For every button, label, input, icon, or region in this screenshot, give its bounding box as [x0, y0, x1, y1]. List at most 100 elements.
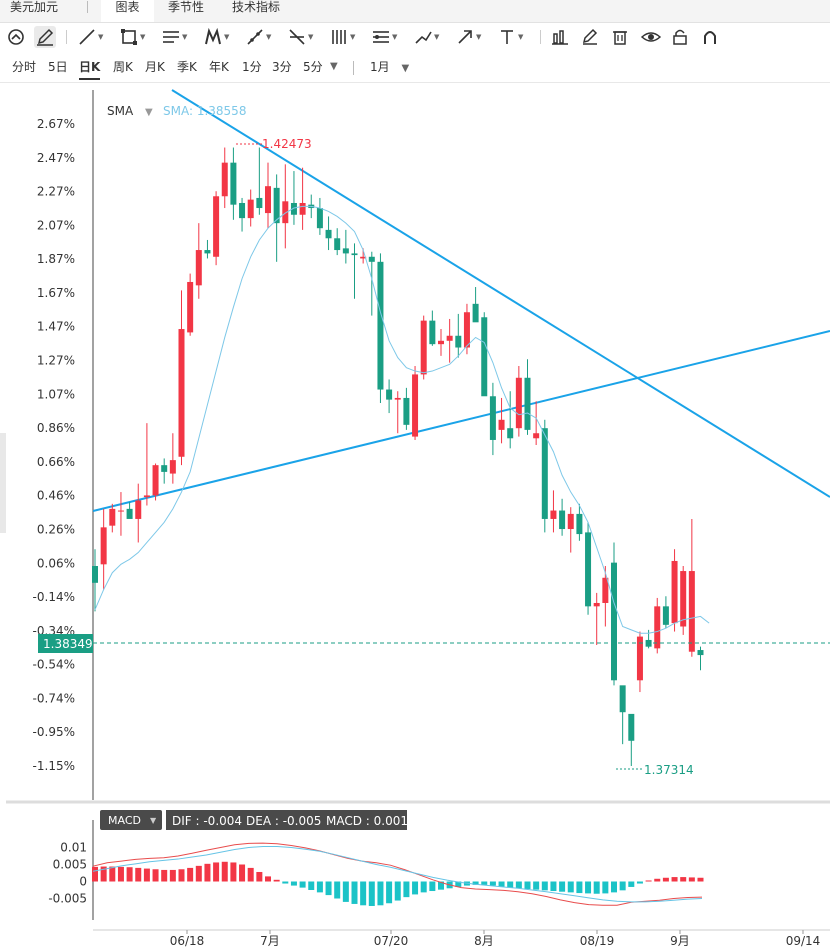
candle-body: [472, 303, 479, 323]
chevron-down-icon: ▼: [308, 33, 314, 41]
candle: [117, 492, 124, 536]
arrow-tool[interactable]: ▼: [456, 26, 481, 48]
candle: [472, 287, 479, 323]
macd-y-axis-labels: 0.01 0.005 0 -0.005: [48, 841, 87, 906]
candle: [342, 229, 349, 264]
y-tick-label: 0.86%: [37, 421, 75, 435]
macd-bar: [515, 881, 522, 889]
candle: [654, 597, 661, 654]
candle-body: [567, 513, 574, 530]
fib-tool[interactable]: ▼: [330, 26, 355, 48]
macd-bar: [394, 881, 401, 901]
candle: [126, 502, 133, 519]
measure-tool[interactable]: ▼: [246, 26, 271, 48]
period-5day[interactable]: 5日: [48, 60, 68, 74]
lock-tool[interactable]: [671, 26, 689, 48]
sma-dropdown-icon[interactable]: ▼: [145, 107, 153, 118]
cross-line-tool[interactable]: ▼: [288, 26, 313, 48]
period-1min[interactable]: 1分: [242, 60, 262, 74]
sma-name[interactable]: SMA: [107, 104, 134, 118]
period-daily[interactable]: 日K: [79, 58, 101, 80]
macd-bar: [351, 881, 358, 904]
macd-bar: [619, 881, 626, 891]
indicator-tool[interactable]: [551, 26, 569, 48]
macd-bar: [420, 881, 427, 893]
candle: [256, 147, 263, 215]
macd-bar: [481, 881, 488, 885]
toolbar-divider: [66, 30, 67, 44]
line-tool[interactable]: ▼: [78, 26, 103, 48]
candle-body: [585, 532, 592, 607]
candle: [619, 685, 626, 745]
candle-body: [541, 428, 548, 519]
macd-bar: [593, 881, 600, 894]
channel-tool[interactable]: ▼: [162, 26, 187, 48]
macd-bar: [455, 881, 462, 887]
edit-icon: [582, 28, 598, 45]
visibility-tool[interactable]: [641, 26, 661, 48]
period-intraday[interactable]: 分时: [12, 60, 37, 74]
candle-body: [360, 256, 367, 259]
min-marker-label: 1.37314: [644, 763, 694, 777]
candle-body: [507, 428, 514, 439]
macd-bar: [585, 881, 592, 894]
sidebar-collapse-handle[interactable]: [0, 433, 6, 533]
period-5min[interactable]: 5分: [303, 60, 323, 74]
candle-body: [377, 261, 384, 390]
range-selector[interactable]: 1月 ▼: [370, 58, 409, 78]
candle-body: [533, 433, 540, 439]
candle: [247, 189, 254, 227]
pattern-icon: [205, 28, 221, 45]
max-marker-label: 1.42473: [262, 137, 312, 151]
candle-body: [438, 340, 444, 345]
candle: [593, 592, 600, 645]
macd-dropdown-icon: ▼: [150, 816, 157, 825]
chevron-down-icon: ▼: [392, 33, 398, 41]
candle: [273, 174, 280, 262]
current-price-label: 1.38349: [43, 637, 93, 651]
brush-tool[interactable]: ▼: [414, 26, 439, 48]
candle: [100, 508, 107, 590]
tab-indicators[interactable]: 技术指标: [232, 0, 302, 22]
macd-bar: [403, 881, 410, 898]
extreme-markers: 1.42473 1.37314: [236, 137, 694, 777]
candle: [239, 197, 246, 232]
x-tick-label: 09/14: [786, 934, 821, 948]
tab-chart-label: 图表: [115, 0, 140, 14]
candle: [576, 503, 583, 541]
parallel-lines-icon: [163, 31, 179, 43]
candle-body: [117, 510, 124, 512]
period-3min[interactable]: 3分: [272, 60, 292, 74]
pattern-tool[interactable]: ▼: [204, 26, 229, 48]
y-tick-label: 0.66%: [37, 455, 75, 469]
trendlines[interactable]: [92, 89, 830, 512]
macd-bar: [247, 867, 254, 882]
pencil-tool[interactable]: [34, 26, 56, 48]
period-more-dropdown[interactable]: ▼: [330, 61, 338, 72]
period-weekly[interactable]: 周K: [113, 60, 133, 74]
descending-trendline[interactable]: [171, 89, 830, 498]
magnet-tool[interactable]: [6, 26, 26, 48]
gann-tool[interactable]: ▼: [372, 26, 397, 48]
edit-tool[interactable]: [581, 26, 599, 48]
tab-symbol[interactable]: 美元加元: [10, 0, 76, 22]
candle-body: [152, 465, 159, 496]
rectangle-tool[interactable]: ▼: [120, 26, 145, 48]
period-yearly[interactable]: 年K: [209, 60, 229, 74]
tab-chart[interactable]: 图表: [101, 0, 154, 22]
candle: [394, 391, 401, 434]
period-quarterly[interactable]: 季K: [177, 60, 197, 74]
ascending-trendline[interactable]: [92, 330, 830, 512]
macd-bar: [213, 862, 220, 882]
text-tool[interactable]: ▼: [498, 26, 523, 48]
macd-bar: [187, 867, 194, 882]
macd-y-tick-label: 0.01: [60, 841, 87, 855]
tab-seasonality[interactable]: 季节性: [168, 0, 218, 22]
period-monthly[interactable]: 月K: [145, 60, 165, 74]
candle-body: [204, 250, 211, 254]
macd-selector[interactable]: [100, 810, 162, 830]
snap-tool[interactable]: [701, 26, 719, 48]
candle-body: [386, 389, 393, 400]
delete-tool[interactable]: [611, 26, 629, 48]
